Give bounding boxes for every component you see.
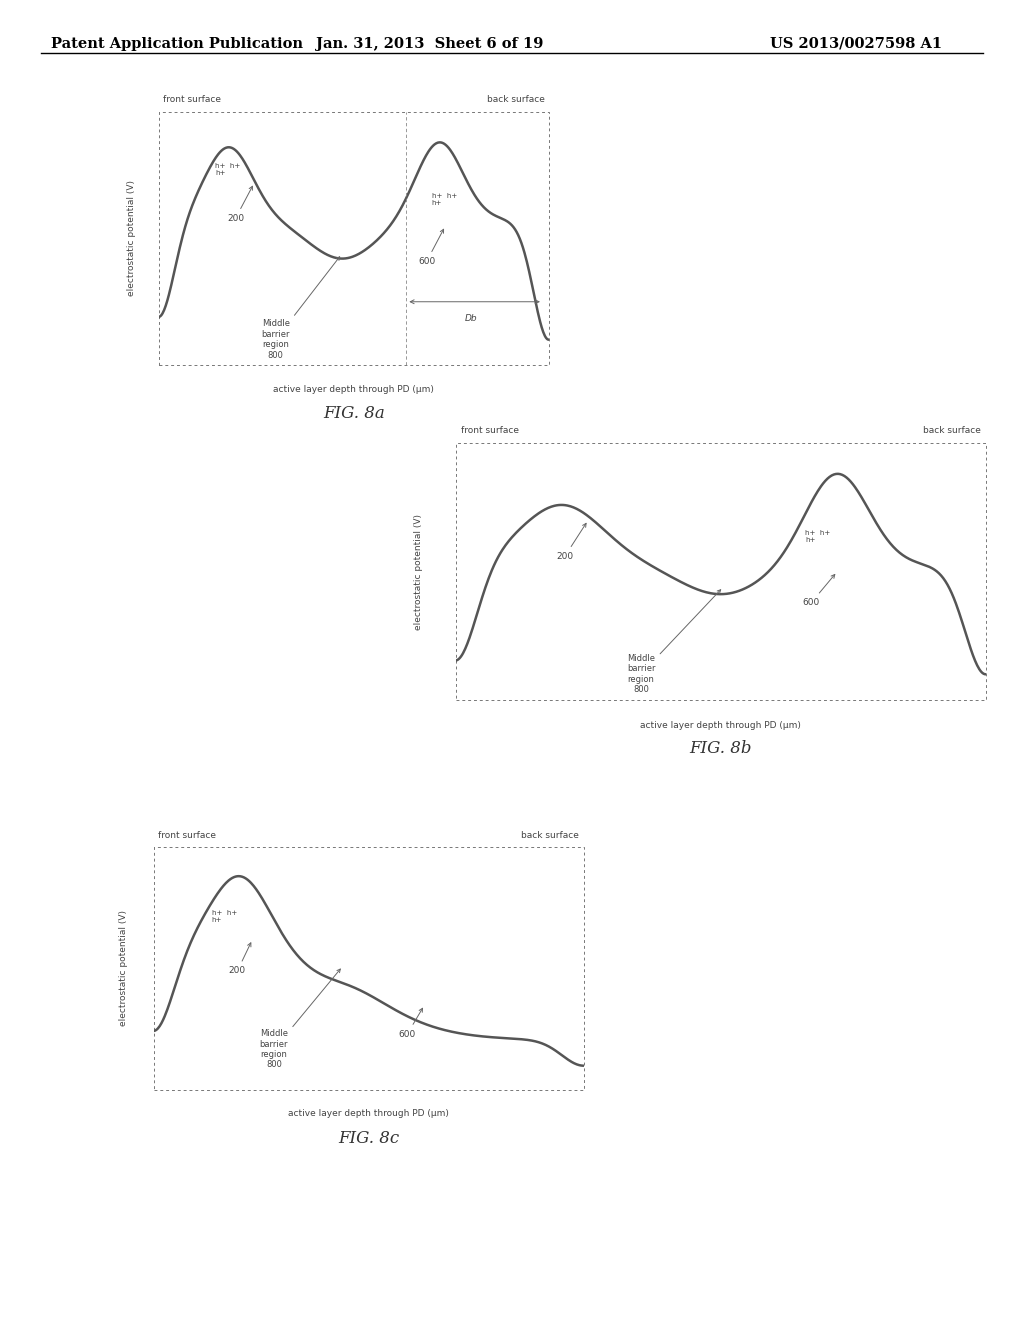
Text: back surface: back surface [521,830,580,840]
Text: 200: 200 [228,942,251,975]
Text: h+  h+
h+: h+ h+ h+ [215,162,241,176]
Text: back surface: back surface [487,95,545,104]
Text: 600: 600 [418,230,443,265]
Text: Patent Application Publication: Patent Application Publication [51,37,303,51]
Text: front surface: front surface [461,426,519,436]
Text: back surface: back surface [923,426,980,436]
Text: electrostatic potential (V): electrostatic potential (V) [414,513,423,630]
Text: Middle
barrier
region
800: Middle barrier region 800 [260,969,340,1069]
Text: US 2013/0027598 A1: US 2013/0027598 A1 [770,37,942,51]
Text: front surface: front surface [158,830,216,840]
Text: electrostatic potential (V): electrostatic potential (V) [119,911,128,1027]
Text: Db: Db [465,314,477,323]
Text: active layer depth through PD (μm): active layer depth through PD (μm) [273,385,434,395]
Text: electrostatic potential (V): electrostatic potential (V) [127,181,136,297]
Text: h+  h+
h+: h+ h+ h+ [806,531,830,544]
Text: FIG. 8a: FIG. 8a [323,405,385,422]
Text: 600: 600 [803,574,835,607]
Text: 200: 200 [227,186,253,223]
Text: front surface: front surface [163,95,220,104]
Text: Middle
barrier
region
800: Middle barrier region 800 [261,257,340,359]
Text: FIG. 8c: FIG. 8c [338,1130,399,1147]
Text: 600: 600 [398,1008,423,1039]
Text: Jan. 31, 2013  Sheet 6 of 19: Jan. 31, 2013 Sheet 6 of 19 [316,37,544,51]
Text: h+  h+
h+: h+ h+ h+ [432,193,457,206]
Text: h+  h+
h+: h+ h+ h+ [212,911,237,923]
Text: active layer depth through PD (μm): active layer depth through PD (μm) [640,721,801,730]
Text: active layer depth through PD (μm): active layer depth through PD (μm) [288,1109,450,1118]
Text: Middle
barrier
region
800: Middle barrier region 800 [627,590,721,694]
Text: FIG. 8b: FIG. 8b [689,739,752,756]
Text: 200: 200 [556,523,586,561]
